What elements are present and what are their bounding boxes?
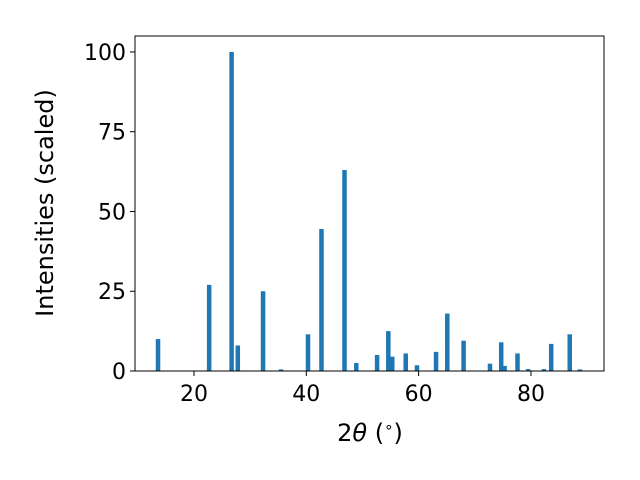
y-tick-label: 25 [98,280,126,305]
bar [515,353,520,371]
bar [525,369,531,371]
y-tick-label: 75 [98,121,126,146]
bar [386,331,391,371]
bar [235,345,241,371]
bar [433,351,439,371]
x-axis: 20 40 60 80 [180,371,545,407]
bar [498,342,504,371]
bar [577,369,583,371]
bar [487,363,493,371]
x-tick-label: 80 [517,382,545,407]
x-axis-label-part: ∘ [384,418,393,436]
x-axis-label-part: θ [352,419,367,447]
x-axis-label: 2θ (∘) [337,418,403,447]
bar [342,170,347,371]
bar [541,369,547,371]
x-tick-label: 40 [292,382,320,407]
bar [206,284,212,371]
x-tick-label: 20 [180,382,208,407]
y-tick-label: 50 [98,200,126,225]
bar [354,363,359,371]
x-axis-label-part: 2 [337,419,352,447]
y-axis-label: Intensities (scaled) [31,89,59,317]
y-tick-label: 100 [84,41,126,66]
bar [567,334,572,371]
bars [155,51,583,371]
y-axis: 0 25 50 75 100 [84,41,135,385]
bar [403,353,408,371]
x-axis-label-part: ) [393,419,402,447]
bar [319,229,324,371]
bar [445,313,450,371]
bar [461,340,466,371]
bar [278,369,284,371]
bar [305,334,311,371]
plot-background [135,36,604,371]
bar [390,356,395,371]
bar [260,291,266,371]
bar [374,355,380,371]
bar [414,365,420,371]
x-tick-label: 60 [405,382,433,407]
x-axis-label-part: ( [367,419,384,447]
y-tick-label: 0 [112,360,126,385]
bar [548,343,554,371]
plot-frame [134,35,605,372]
bar [229,51,234,371]
bar [155,339,161,371]
bar [502,365,507,371]
